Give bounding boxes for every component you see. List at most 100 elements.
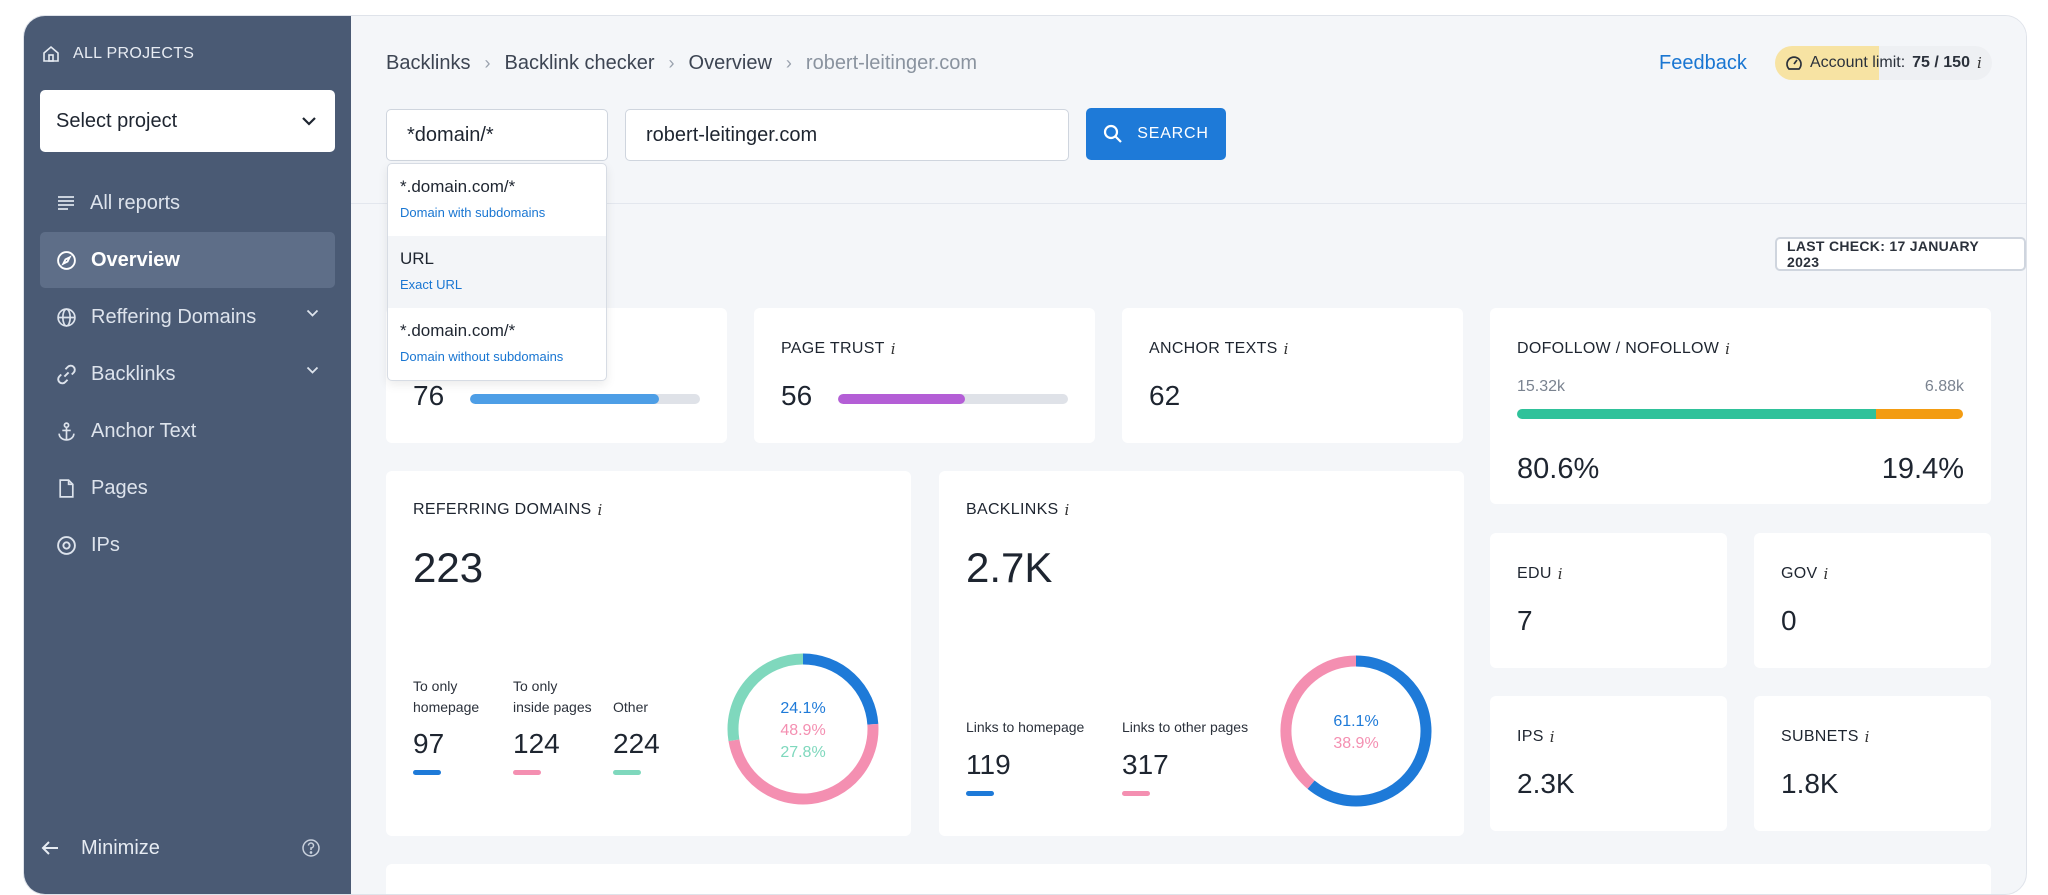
dropdown-option-domain-without-subdomains[interactable]: *.domain.com/* Domain without subdomains (388, 308, 606, 380)
info-icon[interactable]: i (1725, 340, 1731, 358)
dofollow-card: DOFOLLOW / NOFOLLOW i 15.32k 6.88k 80.6%… (1490, 308, 1991, 504)
chevron-right-icon: › (668, 53, 675, 73)
stat-label: Links to homepage (966, 719, 1085, 735)
all-projects-link[interactable]: ALL PROJECTS (41, 42, 194, 66)
dofollow-bar (1517, 409, 1963, 419)
page-icon (59, 478, 74, 498)
sidebar-item-label: Overview (91, 248, 180, 271)
breadcrumb-overview[interactable]: Overview (688, 52, 772, 74)
page-trust-title: PAGE TRUST (781, 340, 885, 357)
ips-title: IPS (1517, 728, 1544, 745)
stat-color-line (966, 791, 994, 796)
sidebar: ALL PROJECTS Select project All reports … (24, 16, 351, 894)
stat-label: To only (413, 678, 458, 694)
info-icon[interactable]: i (1549, 728, 1555, 746)
sidebar-item-all-reports[interactable]: All reports (40, 175, 335, 231)
info-icon[interactable]: i (597, 501, 603, 519)
stat-color-line (413, 770, 441, 775)
account-limit-badge[interactable]: Account limit: 75 / 150 i (1775, 46, 1992, 80)
dropdown-option-subtitle: Domain with subdomains (400, 205, 546, 220)
page-trust-title-row: PAGE TRUST i (781, 340, 896, 358)
chevron-down-icon (306, 366, 319, 374)
stat-value: 97 (413, 728, 445, 759)
nofollow-percent: 19.4% (1881, 453, 1964, 485)
backlinks-value: 2.7K (966, 544, 1053, 591)
info-icon[interactable]: i (890, 340, 896, 358)
stat-value: 124 (513, 728, 560, 759)
stat-label: Links to other pages (1122, 719, 1249, 735)
info-icon[interactable]: i (1823, 565, 1829, 583)
info-icon[interactable]: i (1557, 565, 1563, 583)
breadcrumb-current: robert-leitinger.com (805, 52, 978, 74)
rd-donut-label-2: 27.8% (780, 744, 825, 761)
gov-card: GOV i 0 (1754, 533, 1991, 668)
gov-value: 0 (1781, 605, 1797, 636)
link-icon (57, 364, 76, 384)
sidebar-item-label: Anchor Text (91, 419, 197, 442)
stat-inside-pages: To only inside pages 124 (513, 676, 608, 776)
subnets-value: 1.8K (1781, 768, 1839, 799)
bottom-card (386, 864, 1991, 894)
page-trust-card: PAGE TRUST i 56 (754, 308, 1095, 443)
referring-domains-value: 223 (413, 544, 484, 591)
sidebar-item-backlinks[interactable]: Backlinks (40, 346, 335, 402)
anchor-icon (58, 421, 75, 441)
search-button[interactable]: SEARCH (1086, 108, 1226, 160)
stat-color-line (513, 770, 541, 775)
globe-icon (57, 307, 76, 327)
target-icon (57, 535, 76, 555)
dofollow-count: 15.32k (1517, 378, 1566, 395)
feedback-link[interactable]: Feedback (1659, 52, 1747, 74)
sidebar-item-pages[interactable]: Pages (40, 460, 335, 516)
project-select[interactable]: Select project (40, 90, 335, 152)
breadcrumb-backlinks[interactable]: Backlinks (386, 52, 471, 74)
ips-value: 2.3K (1517, 768, 1575, 799)
search-type-dropdown: *.domain.com/* Domain with subdomains UR… (387, 163, 607, 381)
info-icon[interactable]: i (1976, 54, 1982, 72)
ips-title-row: IPS i (1517, 728, 1555, 746)
breadcrumb-backlink-checker[interactable]: Backlink checker (504, 52, 655, 74)
search-type-select[interactable]: *domain/* (386, 109, 608, 161)
sidebar-item-ips[interactable]: IPs (40, 517, 335, 573)
sidebar-item-anchor-text[interactable]: Anchor Text (40, 403, 335, 459)
referring-domains-title: REFERRING DOMAINS (413, 501, 592, 518)
dofollow-bar-segment (1517, 409, 1877, 419)
search-type-value: *domain/* (407, 123, 494, 146)
speedometer-icon (1786, 56, 1802, 70)
sidebar-item-reffering-domains[interactable]: Reffering Domains (40, 289, 335, 345)
stat-links-homepage: Links to homepage 119 (966, 717, 1106, 796)
dropdown-option-subtitle: Exact URL (400, 277, 463, 292)
dropdown-option-title: *.domain.com/* (400, 177, 516, 196)
info-icon[interactable]: i (1064, 501, 1070, 519)
chevron-right-icon: › (785, 53, 792, 73)
sidebar-item-overview[interactable]: Overview (40, 232, 335, 288)
minimize-button[interactable]: Minimize (41, 833, 321, 863)
referring-domains-card: REFERRING DOMAINS i 223 To only homepage… (386, 471, 911, 836)
rd-donut-label-0: 24.1% (780, 700, 825, 717)
backlinks-donut: 61.1% 38.9% (1280, 655, 1432, 807)
dofollow-title-row: DOFOLLOW / NOFOLLOW i (1517, 340, 1730, 358)
app-window: ALL PROJECTS Select project All reports … (23, 15, 2027, 895)
info-icon[interactable]: i (1864, 728, 1870, 746)
bl-donut-slice-0 (1307, 655, 1432, 807)
stat-label: Other (613, 699, 649, 715)
stat-label: To only (513, 678, 558, 694)
stat-label: homepage (413, 699, 480, 715)
stat-label (613, 676, 693, 697)
domain-input[interactable] (625, 109, 1069, 161)
compass-icon (57, 250, 76, 270)
info-icon[interactable]: i (1283, 340, 1289, 358)
stat-value: 119 (966, 749, 1011, 780)
search-button-label: SEARCH (1137, 125, 1209, 142)
dofollow-percent: 80.6% (1517, 453, 1600, 485)
sidebar-nav: All reports Overview Reffering Domains B… (40, 175, 335, 574)
dropdown-option-domain-with-subdomains[interactable]: *.domain.com/* Domain with subdomains (388, 164, 606, 236)
referring-domains-title-row: REFERRING DOMAINS i (413, 501, 603, 519)
dropdown-option-subtitle: Domain without subdomains (400, 349, 564, 364)
subnets-card: SUBNETS i 1.8K (1754, 696, 1991, 831)
dropdown-option-exact-url[interactable]: URL Exact URL (388, 236, 606, 308)
sidebar-item-label: Reffering Domains (91, 305, 257, 328)
minimize-label: Minimize (81, 836, 160, 859)
help-icon[interactable] (301, 838, 321, 858)
project-select-value: Select project (56, 109, 178, 132)
